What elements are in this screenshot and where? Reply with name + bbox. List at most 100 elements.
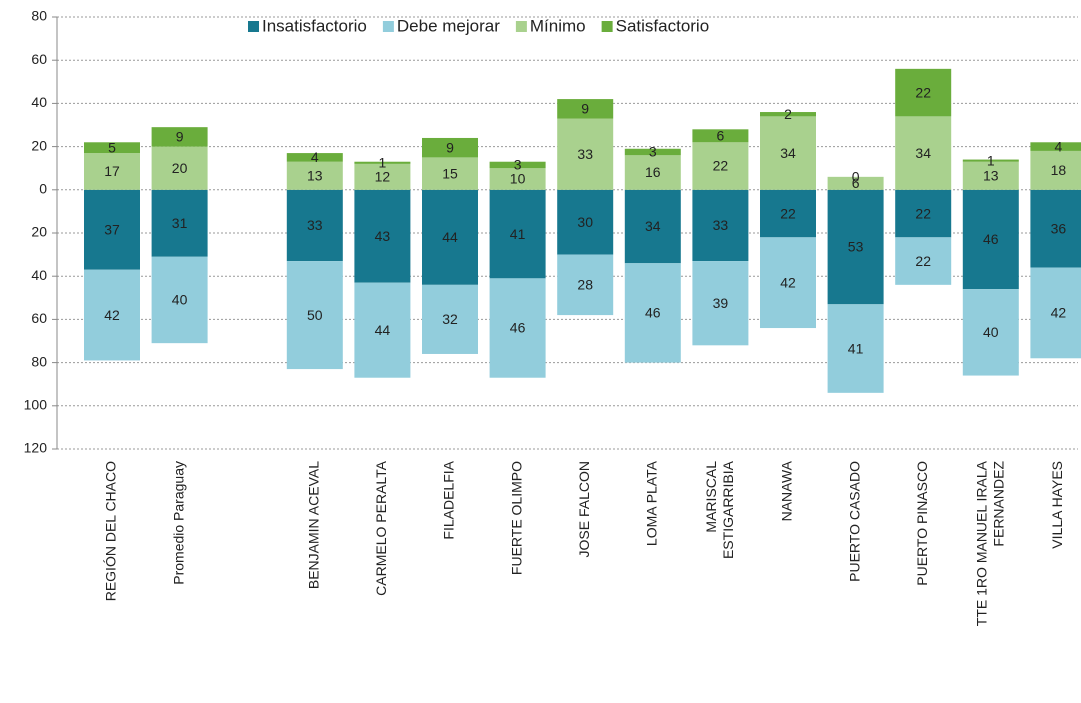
bar-segment	[286, 153, 343, 162]
bar-segment	[151, 127, 208, 147]
data-label: 10	[510, 171, 526, 187]
bar-segment	[489, 278, 546, 378]
bar-segment	[151, 189, 208, 257]
data-label: 22	[780, 205, 796, 221]
data-label: 42	[1051, 305, 1067, 321]
bar-segment	[151, 256, 208, 344]
data-label: 50	[307, 307, 323, 323]
bar-segment	[962, 189, 1019, 290]
x-tick-label: VILLA HAYES	[1049, 461, 1065, 549]
x-tick-label: FUERTE OLIMPO	[508, 461, 524, 575]
legend-swatch	[248, 21, 259, 32]
bar-segment	[557, 99, 614, 119]
data-label: 33	[577, 146, 593, 162]
data-label: 3	[514, 157, 522, 173]
bar-segment	[962, 159, 1019, 162]
y-tick-label: 80	[31, 353, 47, 369]
bar-segment	[895, 116, 952, 190]
data-label: 40	[172, 292, 188, 308]
data-label: 42	[104, 307, 120, 323]
bar-segment	[962, 161, 1019, 190]
bar-segment	[624, 148, 681, 156]
data-label: 22	[915, 253, 931, 269]
bar-segment	[557, 254, 614, 316]
data-label: 46	[510, 320, 526, 336]
bar-segment	[84, 153, 140, 190]
data-label: 6	[717, 128, 725, 144]
data-label: 16	[645, 164, 661, 180]
bar-segment	[557, 189, 614, 255]
y-tick-label: 40	[31, 267, 47, 283]
legend-label: Satisfactorio	[616, 16, 710, 35]
bar-segment	[692, 129, 749, 143]
data-label: 37	[104, 221, 120, 237]
legend: Insatisfactorio Debe mejorar Mínimo Satisfa…	[248, 16, 709, 35]
data-label: 46	[645, 305, 661, 321]
bar-segment	[151, 146, 208, 190]
data-label: 20	[172, 160, 188, 176]
bar-segment	[760, 112, 816, 117]
bar-segment	[895, 189, 952, 238]
data-label: 6	[852, 175, 860, 191]
y-tick-label: 120	[24, 440, 48, 456]
bar-segment	[895, 68, 952, 117]
data-label: 36	[1051, 220, 1067, 236]
legend-label: Debe mejorar	[397, 16, 500, 35]
data-label: 9	[581, 101, 589, 117]
data-label: 15	[442, 165, 458, 181]
x-tick-label: CARMELO PERALTA	[373, 460, 389, 596]
x-tick-label: JOSE FALCON	[576, 461, 592, 557]
data-label: 13	[307, 167, 323, 183]
x-tick-label: PUERTO PINASCO	[914, 461, 930, 586]
x-tick-label: PUERTO CASADO	[846, 461, 862, 582]
data-label: 3	[649, 144, 657, 160]
bar-segment	[624, 189, 681, 264]
y-tick-label: 100	[24, 397, 48, 413]
data-label: 22	[915, 84, 931, 100]
data-label: 9	[446, 139, 454, 155]
bar-segment	[286, 189, 343, 262]
x-tick-label: FILADELFIA	[441, 460, 457, 539]
data-label: 4	[311, 149, 319, 165]
bar-segment	[624, 155, 681, 190]
x-tick-label: TTE 1RO MANUEL IRALAFERNANDEZ	[973, 460, 1006, 626]
data-label: 34	[915, 145, 931, 161]
data-label: 43	[375, 228, 391, 244]
data-label: 33	[713, 217, 729, 233]
y-tick-label: 80	[31, 8, 47, 24]
bar-segment	[422, 137, 478, 158]
data-label: 13	[983, 167, 999, 183]
x-tick-label: LOMA PLATA	[644, 460, 660, 546]
bar-segment	[422, 189, 478, 285]
data-label: 31	[172, 215, 188, 231]
data-label: 46	[983, 231, 999, 247]
data-label: 32	[442, 311, 458, 327]
bar-segment	[489, 161, 546, 169]
bar-segment	[624, 263, 681, 363]
bar-segment	[692, 189, 749, 262]
legend-swatch	[601, 21, 613, 32]
legend-label: Insatisfactorio	[262, 16, 367, 35]
bar-segment	[827, 189, 884, 305]
legend-swatch	[382, 21, 394, 32]
bar-segment	[84, 189, 140, 270]
data-label: 39	[713, 295, 729, 311]
bar-segment	[354, 189, 411, 283]
legend-swatch	[515, 21, 527, 32]
data-label: 5	[108, 139, 116, 155]
data-label: 4	[1055, 138, 1063, 154]
data-label: 30	[577, 214, 593, 230]
bar-segment	[1030, 189, 1081, 268]
data-label: 1	[379, 155, 387, 171]
bar-segment	[1030, 150, 1081, 190]
data-label: 2	[784, 106, 792, 122]
y-tick-label: 40	[31, 94, 47, 110]
bar-segment	[557, 118, 614, 190]
bar-segment	[354, 161, 411, 164]
legend-label: Mínimo	[530, 16, 586, 35]
data-label: 44	[375, 322, 391, 338]
x-tick-label: NANAWA	[779, 460, 795, 521]
data-label: 41	[848, 340, 864, 356]
data-label: 53	[848, 239, 864, 255]
